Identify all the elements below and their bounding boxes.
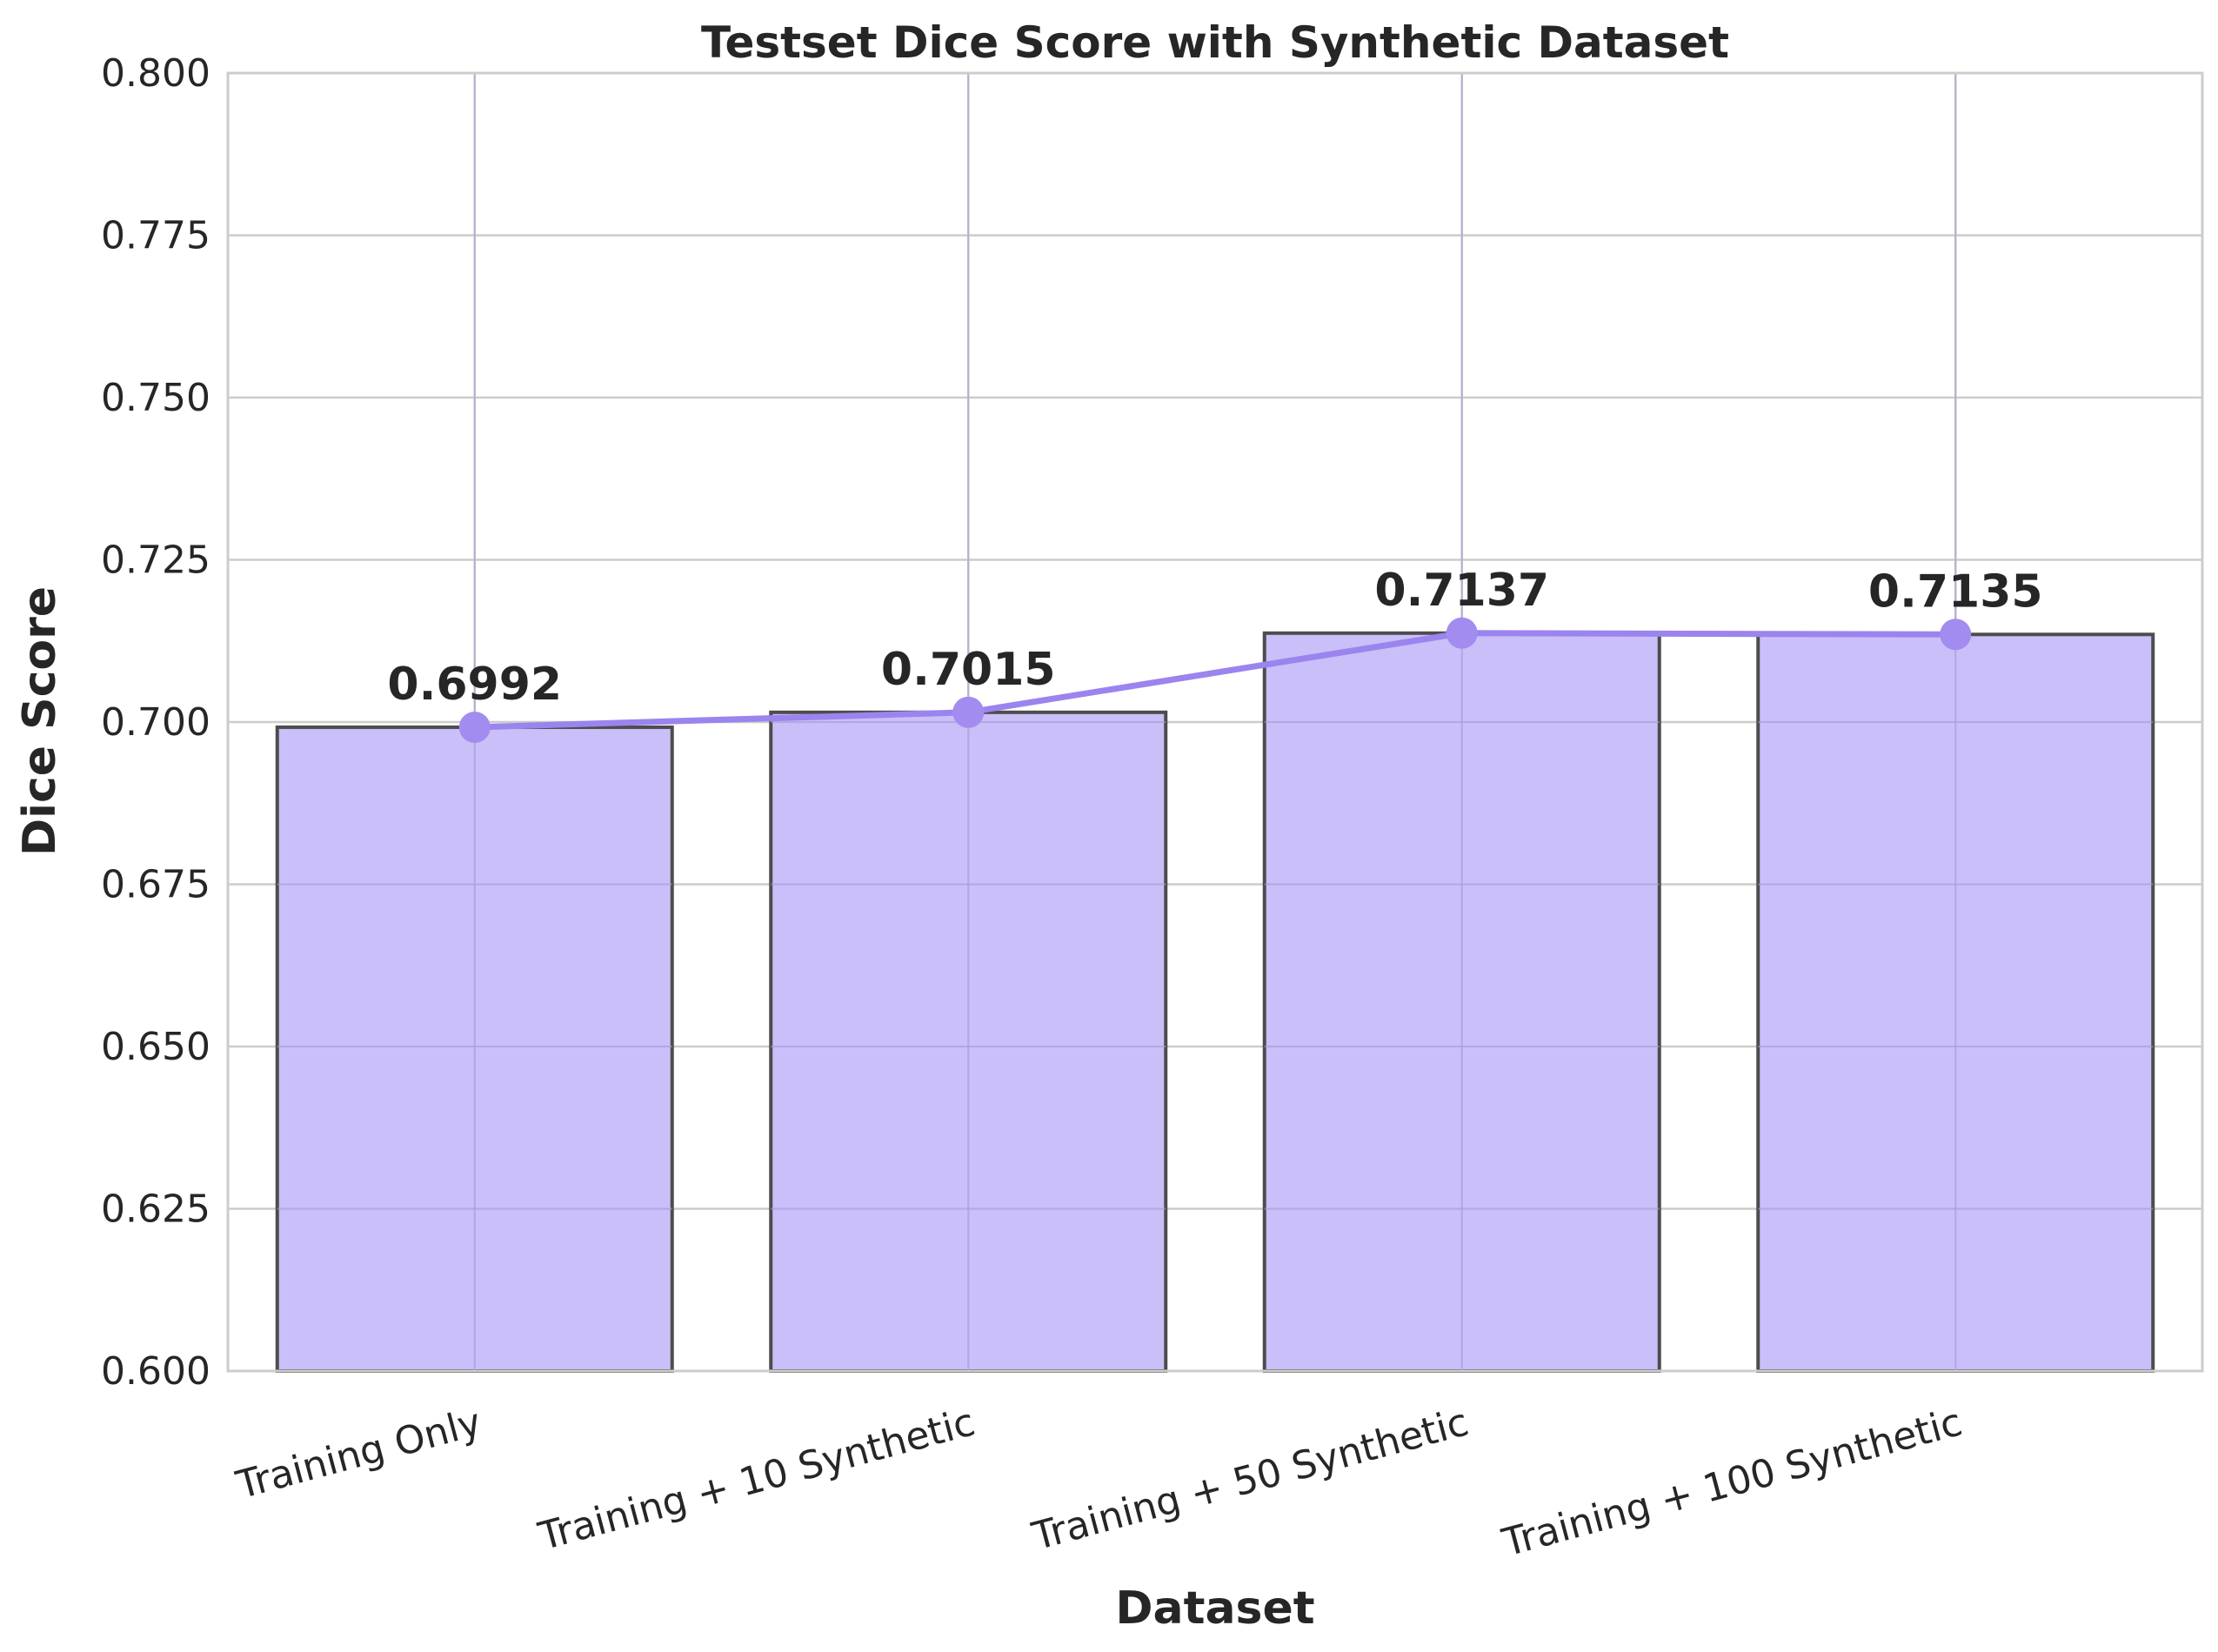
data-point [952, 696, 985, 728]
y-axis-title: Dice Score [14, 586, 66, 856]
x-axis-title: Dataset [1115, 1582, 1314, 1635]
data-labels: 0.6992 0.7015 0.7137 0.7135 [387, 565, 2042, 711]
y-axis-ticks: 0.600 0.625 0.650 0.675 0.700 0.725 0.750 0.775… [101, 51, 210, 1394]
x-tick-label: Training + 100 Synthetic [1497, 1400, 1967, 1565]
y-tick-label: 0.675 [101, 863, 210, 907]
markers [458, 617, 1972, 743]
data-label: 0.6992 [387, 659, 562, 711]
y-tick-label: 0.750 [101, 376, 210, 420]
trend-line-path [474, 630, 1956, 731]
plot-frame [226, 71, 2204, 1373]
y-tick-label: 0.600 [101, 1349, 210, 1394]
y-tick-label: 0.800 [101, 51, 210, 96]
data-label: 0.7015 [881, 644, 1056, 696]
y-tick-label: 0.775 [101, 214, 210, 258]
trend-line [474, 630, 1956, 731]
data-label: 0.7137 [1374, 565, 1549, 617]
x-axis-ticks: Training Only Training + 10 Synthetic Trai… [231, 1400, 1967, 1565]
bars [275, 73, 2155, 1373]
y-tick-label: 0.700 [101, 700, 210, 745]
data-point [1940, 619, 1972, 651]
x-tick-label: Training + 10 Synthetic [533, 1400, 979, 1559]
y-tick-label: 0.625 [101, 1187, 210, 1232]
data-point [1446, 617, 1478, 649]
x-tick-label: Training + 50 Synthetic [1027, 1400, 1473, 1559]
y-tick-label: 0.650 [101, 1025, 210, 1069]
x-tick-label: Training Only [231, 1400, 486, 1508]
chart-title: Testset Dice Score with Synthetic Datase… [701, 17, 1729, 68]
y-tick-label: 0.725 [101, 538, 210, 583]
data-point [458, 711, 491, 743]
data-label: 0.7135 [1868, 565, 2043, 618]
